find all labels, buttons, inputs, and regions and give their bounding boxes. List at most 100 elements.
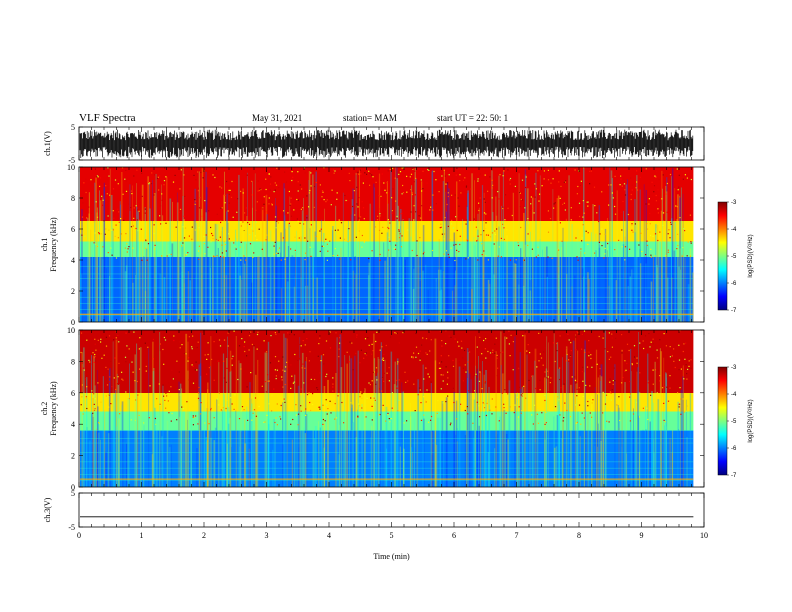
spectrogram-streak bbox=[520, 389, 522, 487]
spectrogram-streak bbox=[546, 246, 548, 322]
spectrogram-speckle bbox=[655, 200, 657, 202]
spectrogram-speckle bbox=[496, 357, 498, 359]
spectrogram-speckle bbox=[485, 414, 487, 417]
spectrogram-speckle bbox=[345, 199, 347, 202]
spectrogram-streak bbox=[496, 434, 498, 487]
spectrogram-streak bbox=[210, 437, 212, 487]
spectrogram-speckle bbox=[458, 345, 460, 347]
spectrogram-streak bbox=[145, 248, 148, 322]
spectrogram-streak bbox=[474, 180, 475, 322]
spectrogram-speckle bbox=[208, 210, 210, 212]
spectrogram-speckle bbox=[117, 376, 119, 378]
spectrogram-speckle bbox=[289, 333, 291, 336]
spectrogram-speckle bbox=[356, 334, 358, 336]
spectrogram-speckle bbox=[241, 338, 243, 340]
spectrogram-speckle bbox=[504, 219, 506, 221]
spectrogram-speckle bbox=[92, 352, 94, 354]
spectrogram-streak bbox=[367, 275, 370, 322]
spectrogram-streak bbox=[214, 427, 217, 487]
spectrogram-speckle bbox=[250, 372, 252, 374]
spectrogram-speckle bbox=[412, 356, 414, 358]
spectrogram-speckle bbox=[453, 244, 455, 246]
spectrogram-speckle bbox=[395, 244, 397, 246]
spectrogram-speckle bbox=[179, 204, 181, 207]
spectrogram-speckle bbox=[179, 188, 181, 190]
spectrogram-streak bbox=[603, 429, 605, 487]
spectrogram-streak bbox=[456, 441, 458, 487]
spectrogram-streak bbox=[357, 350, 359, 487]
spectrogram-speckle bbox=[527, 233, 529, 235]
spectrogram-speckle bbox=[230, 174, 232, 176]
spectrogram-speckle bbox=[430, 419, 432, 421]
spectrogram-streak bbox=[597, 394, 598, 487]
spectrogram-speckle bbox=[276, 167, 278, 169]
spectrogram-speckle bbox=[371, 353, 373, 355]
spectrogram-speckle bbox=[411, 172, 413, 174]
spectrogram-speckle bbox=[111, 386, 113, 388]
spectrogram-speckle bbox=[489, 176, 491, 178]
spectrogram-speckle bbox=[247, 222, 249, 224]
spectrogram-speckle bbox=[623, 183, 626, 185]
spectrogram-speckle bbox=[438, 367, 441, 369]
spectrogram-speckle bbox=[479, 173, 481, 175]
spectrogram-speckle bbox=[306, 195, 308, 197]
spectrogram-speckle bbox=[537, 170, 539, 172]
spectrogram-speckle bbox=[652, 338, 654, 340]
spectrogram-speckle bbox=[246, 174, 248, 176]
spectrogram-speckle bbox=[530, 196, 532, 198]
spectrogram-speckle bbox=[281, 379, 283, 381]
spectrogram-speckle bbox=[167, 400, 169, 402]
spectrogram-speckle bbox=[283, 210, 285, 212]
spectrogram-speckle bbox=[275, 378, 277, 380]
spectrogram-speckle bbox=[307, 240, 309, 242]
spectrogram-streak bbox=[144, 207, 146, 322]
spectrogram-speckle bbox=[383, 380, 385, 382]
spectrogram-speckle bbox=[356, 336, 358, 338]
spectrogram-speckle bbox=[85, 396, 87, 398]
spectrogram-speckle bbox=[480, 234, 482, 236]
spectrogram-streak bbox=[349, 355, 350, 487]
spectrogram-speckle bbox=[527, 344, 529, 346]
spectrogram-streak bbox=[289, 196, 291, 322]
spectrogram-streak bbox=[199, 420, 201, 487]
spectrogram-streak bbox=[498, 175, 500, 322]
spectrogram-speckle bbox=[447, 377, 449, 379]
spectrogram-speckle bbox=[443, 238, 445, 240]
spectrogram-streak bbox=[438, 269, 440, 322]
spectrogram-speckle bbox=[484, 407, 486, 409]
spectrogram-speckle bbox=[532, 410, 534, 412]
spectrogram-speckle bbox=[257, 331, 259, 333]
spectrogram-streak bbox=[600, 364, 603, 487]
spectrogram-streak bbox=[241, 431, 243, 487]
spectrogram-speckle bbox=[353, 190, 355, 192]
spectrogram-speckle bbox=[179, 347, 181, 349]
spectrogram-speckle bbox=[270, 335, 272, 337]
spectrogram-streak bbox=[206, 187, 208, 322]
spectrogram-streak bbox=[535, 172, 537, 322]
spectrogram-speckle bbox=[544, 371, 546, 373]
spectrogram-speckle bbox=[682, 350, 684, 353]
spectrogram-speckle bbox=[445, 250, 448, 252]
spectrogram-streak bbox=[267, 419, 270, 487]
spectrogram-speckle bbox=[441, 340, 443, 342]
spectrogram-speckle bbox=[391, 212, 393, 214]
spectrogram-speckle bbox=[132, 225, 134, 227]
spectrogram-speckle bbox=[130, 191, 132, 193]
spectrogram-streak bbox=[284, 188, 286, 322]
spectrogram-streak bbox=[105, 268, 107, 322]
spectrogram-speckle bbox=[657, 212, 659, 214]
ch1-trace bbox=[79, 129, 694, 158]
spectrogram-streak bbox=[402, 219, 404, 322]
spectrogram-speckle bbox=[297, 199, 299, 201]
spectrogram-streak bbox=[416, 243, 418, 322]
spectrogram-speckle bbox=[494, 352, 496, 354]
spectrogram-speckle bbox=[590, 170, 592, 172]
spectrogram-streak bbox=[185, 394, 187, 487]
spectrogram-speckle bbox=[500, 256, 502, 258]
spectrogram-speckle bbox=[394, 177, 396, 179]
spectrogram-speckle bbox=[649, 346, 651, 348]
spectrogram-speckle bbox=[243, 346, 245, 348]
spectrogram-streak bbox=[201, 261, 203, 322]
spectrogram-speckle bbox=[93, 403, 95, 405]
spectrogram-streak bbox=[544, 377, 546, 487]
